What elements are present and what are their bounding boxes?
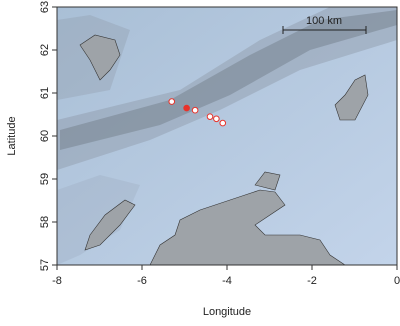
station-marker xyxy=(206,113,214,120)
y-tick-label: 60 xyxy=(39,130,51,142)
station-marker xyxy=(213,115,220,123)
y-tick-label: 62 xyxy=(39,44,51,56)
scale-bar-label: 100 km xyxy=(306,15,342,27)
y-tick-label: 59 xyxy=(39,173,51,185)
x-tick-label: 0 xyxy=(394,275,400,287)
station-marker xyxy=(168,98,176,105)
x-axis-label: Longitude xyxy=(203,306,251,318)
station-marker xyxy=(191,106,199,114)
y-axis-label: Latitude xyxy=(6,116,18,155)
y-tick-label: 57 xyxy=(39,259,51,271)
station-marker xyxy=(183,104,190,112)
y-tick-label: 58 xyxy=(39,216,51,228)
basemap xyxy=(57,7,397,265)
y-tick-label: 61 xyxy=(39,87,51,99)
x-tick-label: -2 xyxy=(307,275,317,287)
x-tick-label: -4 xyxy=(222,275,232,287)
x-tick-label: -6 xyxy=(137,275,147,287)
y-tick-label: 63 xyxy=(39,1,51,13)
x-tick-label: -8 xyxy=(52,275,62,287)
station-marker xyxy=(219,119,227,127)
